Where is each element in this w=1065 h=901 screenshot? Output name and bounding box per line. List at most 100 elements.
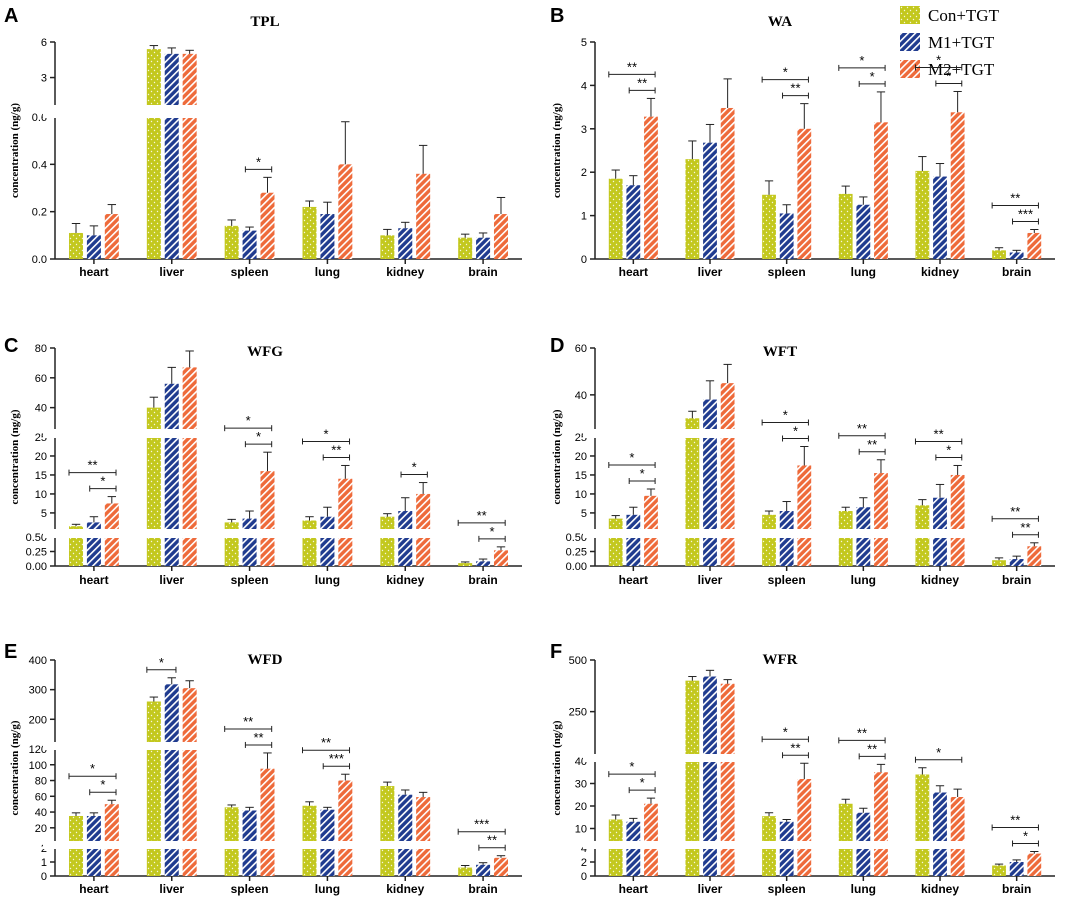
bar-m1-liver (703, 399, 717, 566)
bar-con-heart (69, 232, 84, 259)
bar-con-liver (146, 49, 161, 259)
sig-label: * (936, 52, 941, 67)
y-tick-label: 0.25 (566, 547, 587, 559)
y-tick-label: 80 (35, 343, 47, 355)
bar-m2-liver (182, 688, 197, 876)
bar-m2-kidney (950, 797, 965, 876)
bar-m1-spleen (779, 511, 794, 566)
panel-b: B WA concentration (ng/g) 0 1 2 3 4 5 heart liver s… (550, 5, 1055, 279)
sig-label: * (859, 53, 864, 68)
bar-con-brain (992, 865, 1006, 876)
sig-label: ** (253, 730, 263, 745)
bar-m1-liver (164, 383, 179, 566)
x-tick-label-liver: liver (159, 882, 184, 896)
bar-m2-brain (493, 214, 508, 259)
sig-label: ** (243, 714, 253, 729)
sig-label: ** (857, 725, 867, 740)
sig-label: * (100, 777, 105, 792)
y-tick-label: 400 (29, 655, 47, 667)
x-tick-label-brain: brain (1002, 882, 1031, 896)
bar-m2-lung (874, 473, 888, 566)
bar-m2-brain (493, 550, 508, 566)
x-tick-label-lung: lung (315, 573, 340, 587)
x-tick-label-brain: brain (1002, 573, 1031, 587)
bar-m1-heart (86, 235, 101, 259)
x-tick-label-lung: lung (315, 882, 340, 896)
bar-con-lung (838, 193, 853, 259)
panel-letter: F (550, 641, 562, 663)
y-tick-label: 4 (581, 80, 587, 92)
panel-title: WFD (248, 652, 283, 668)
axis-break-gap (43, 105, 524, 118)
x-tick-label-spleen: spleen (768, 573, 806, 587)
y-tick-label: 3 (581, 124, 587, 136)
bar-m2-brain (1027, 853, 1042, 876)
bar-con-liver (685, 159, 700, 259)
bar-con-liver (685, 418, 700, 566)
bar-m2-spleen (260, 471, 275, 566)
x-tick-label-liver: liver (159, 573, 184, 587)
y-tick-label: 500 (569, 655, 587, 667)
y-tick-label: 10 (575, 489, 587, 501)
sig-label: * (1023, 829, 1028, 844)
y-tick-label: 5 (581, 508, 587, 520)
bar-con-spleen (224, 522, 239, 566)
bar-m1-liver (703, 142, 717, 259)
y-tick-label: 120 (29, 744, 47, 756)
sig-label: * (90, 761, 95, 776)
x-tick-label-liver: liver (698, 882, 723, 896)
panel-letter: E (4, 641, 17, 663)
sig-label: ** (487, 833, 497, 848)
y-tick-label: 15 (35, 470, 47, 482)
bar-m1-heart (626, 514, 641, 566)
bar-m2-brain (1027, 546, 1042, 566)
bar-m1-brain (476, 864, 491, 876)
panel-title: WFG (247, 344, 283, 360)
y-tick-label: 60 (35, 373, 47, 385)
bar-con-brain (458, 867, 473, 876)
bar-m2-heart (104, 804, 119, 876)
y-tick-label: 6 (41, 37, 47, 49)
bar-m1-liver (164, 684, 179, 876)
y-tick-label: 0.0 (32, 254, 47, 266)
legend-swatch-con (900, 6, 920, 24)
sig-label: ** (331, 442, 341, 457)
x-tick-label-kidney: kidney (921, 573, 959, 587)
x-tick-label-brain: brain (468, 573, 497, 587)
bar-m2-spleen (797, 465, 812, 566)
y-tick-label: 40 (35, 807, 47, 819)
y-tick-label: 0.2 (32, 207, 47, 219)
y-tick-label: 3 (41, 73, 47, 85)
bar-m2-heart (644, 116, 658, 259)
bar-con-brain (992, 560, 1006, 566)
axis-break-gap (583, 754, 1057, 762)
x-tick-label-lung: lung (315, 265, 340, 279)
bar-m1-heart (86, 522, 101, 566)
legend-swatch-m2 (900, 60, 920, 78)
bar-m1-spleen (242, 518, 257, 566)
bar-con-kidney (915, 170, 930, 259)
y-tick-label: 30 (575, 779, 587, 791)
y-tick-label: 100 (29, 760, 47, 772)
sig-label: *** (1018, 206, 1033, 221)
bar-m1-brain (476, 561, 491, 566)
bar-m2-heart (644, 803, 658, 876)
panel-letter: A (4, 5, 18, 27)
sig-label: * (783, 65, 788, 80)
sig-label: * (629, 450, 634, 465)
bar-con-kidney (915, 774, 930, 876)
sig-label: * (256, 154, 261, 169)
bar-m2-lung (874, 772, 888, 876)
bar-m1-lung (320, 516, 335, 566)
y-tick-label: 20 (575, 451, 587, 463)
bar-m2-spleen (260, 192, 275, 259)
y-tick-label: 5 (41, 508, 47, 520)
panel-title: WFR (763, 652, 798, 668)
bar-m1-kidney (398, 228, 413, 259)
sig-label: ** (1010, 190, 1020, 205)
bar-m1-brain (1009, 862, 1024, 876)
bar-m1-brain (1009, 252, 1024, 259)
sig-label: ** (1020, 520, 1030, 535)
bar-con-kidney (380, 235, 395, 259)
